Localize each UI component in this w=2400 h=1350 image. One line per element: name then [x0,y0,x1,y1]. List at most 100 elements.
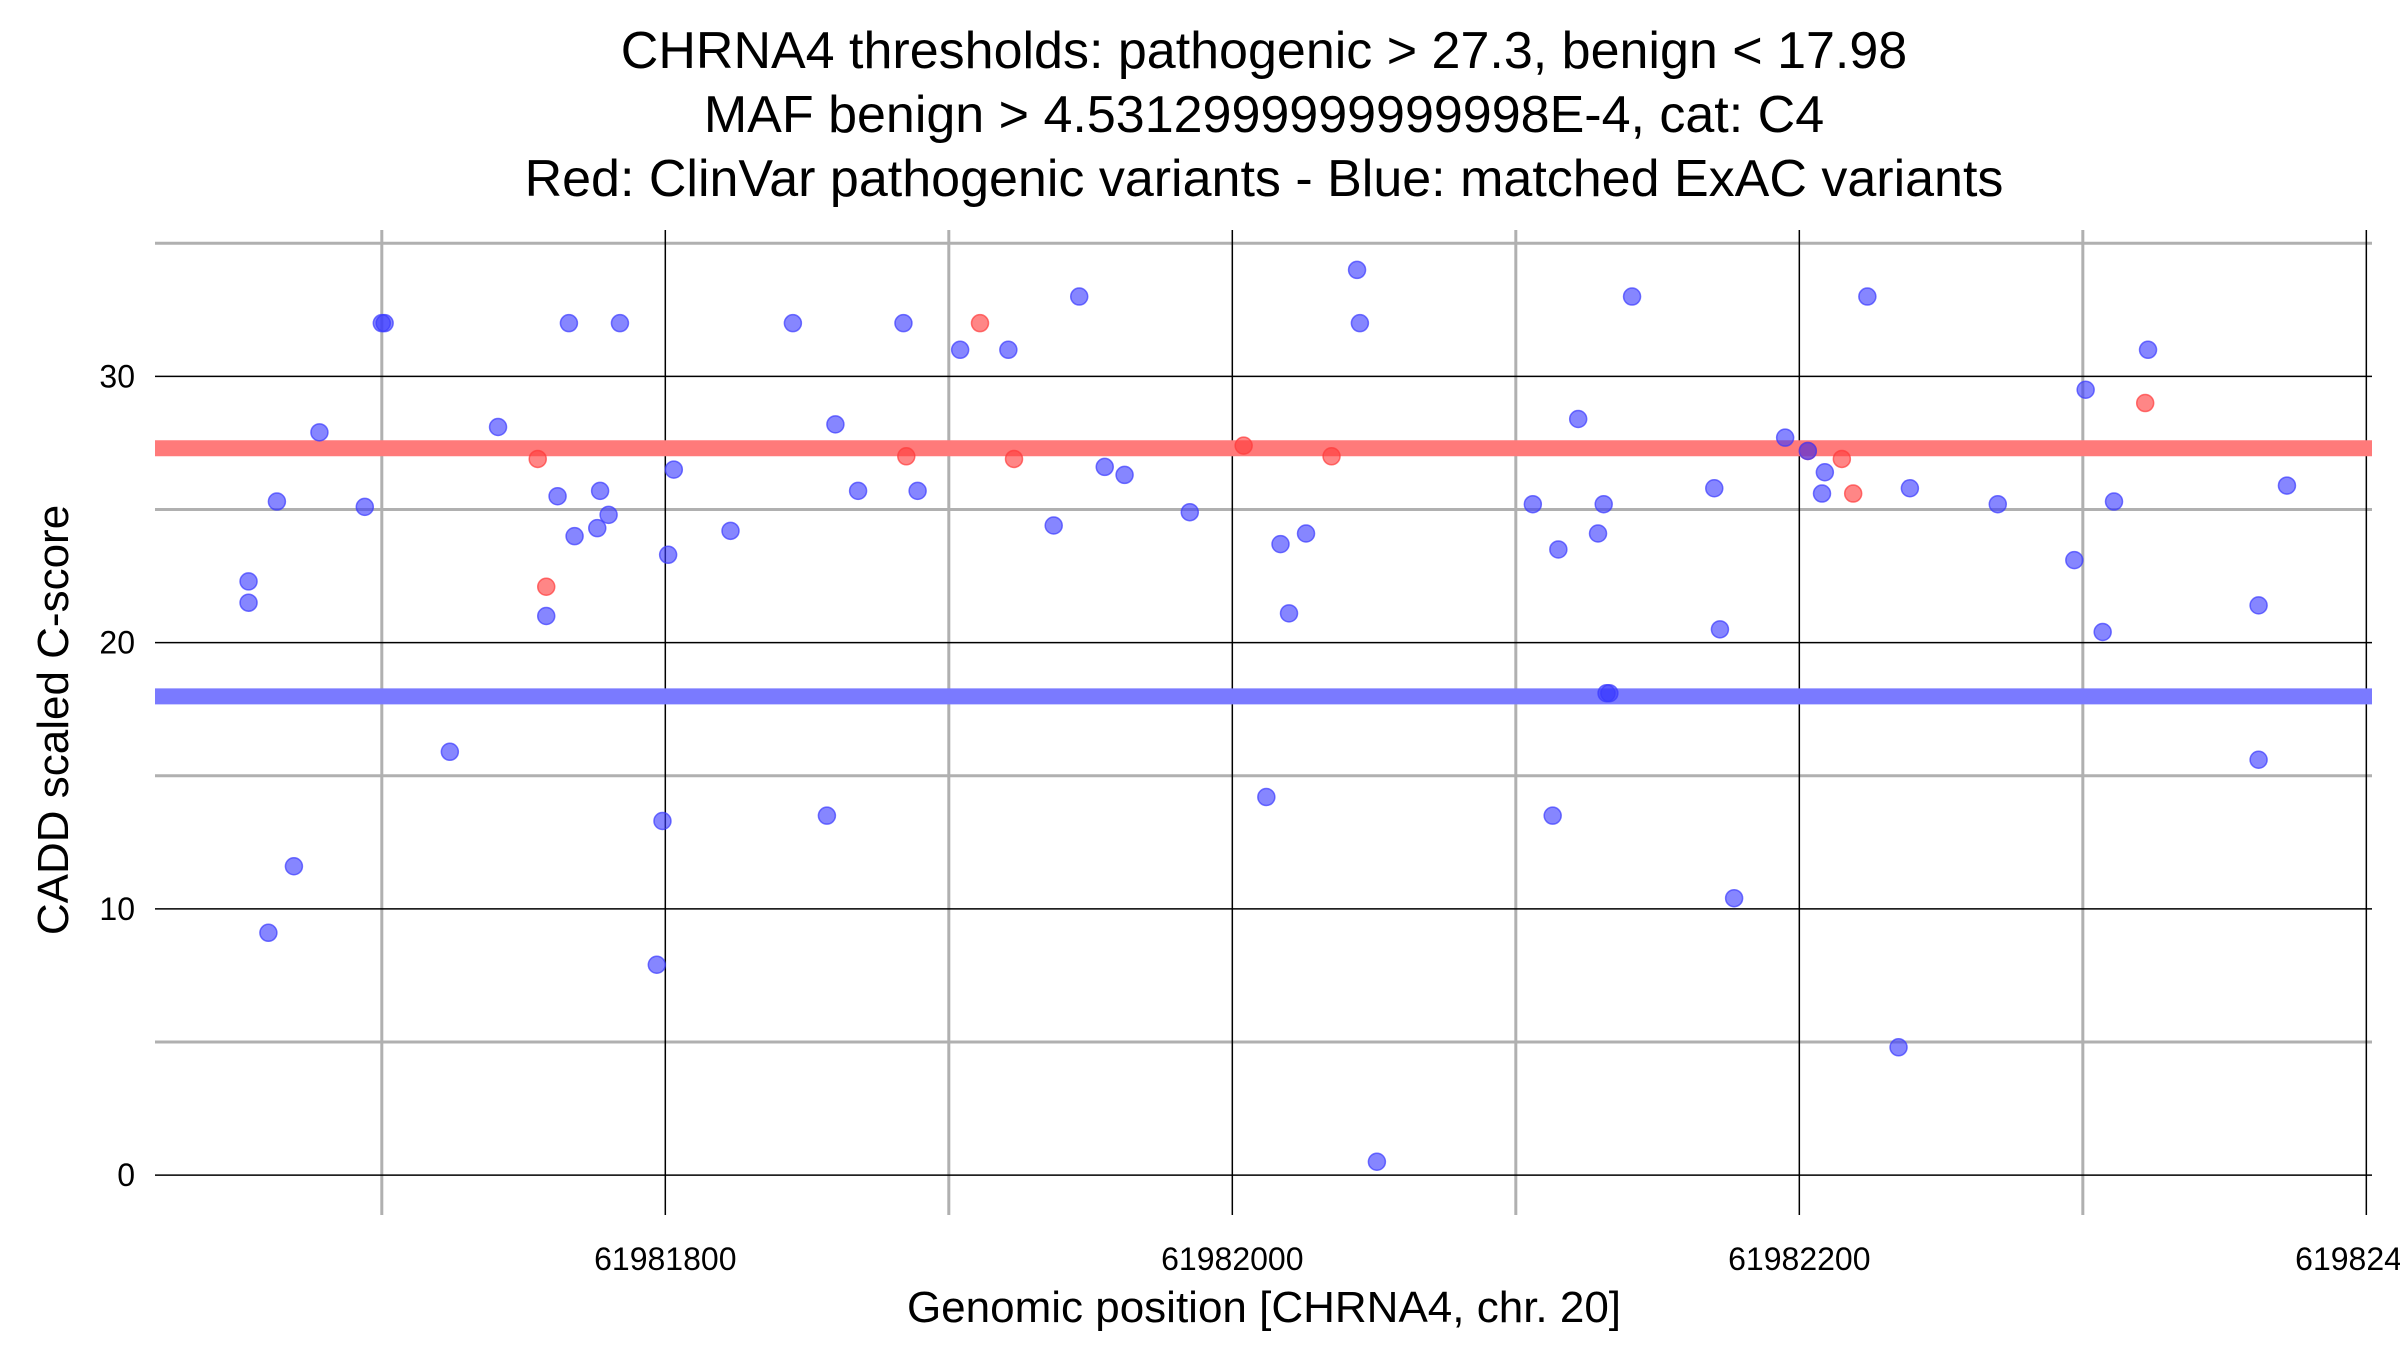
benign-point [1812,484,1832,503]
benign-point [1279,604,1299,623]
pathogenic-point [1322,447,1341,466]
benign-point [548,486,567,506]
benign-point [1775,428,1795,447]
chart-title: CHRNA4 thresholds: pathogenic > 27.3, be… [525,22,2004,208]
pathogenic-point [536,577,556,596]
benign-point [950,340,970,360]
benign-point [1543,806,1562,825]
benign-point [1594,494,1613,514]
benign-point [2249,750,2268,770]
benign-point [1622,287,1642,306]
benign-point [1296,524,1316,543]
x-tick-label: 61982400 [2295,1241,2400,1277]
pathogenic-point [528,449,547,469]
benign-point [1988,494,2008,514]
x-tick-label: 61982000 [1161,1241,1303,1277]
threshold-lines [155,440,2372,705]
benign-point [588,518,607,538]
benign-point [310,423,329,442]
benign-point [1180,502,1200,522]
benign-point [1257,787,1276,807]
pathogenic-point [897,447,916,466]
benign-point [355,497,375,517]
benign-point [848,481,868,501]
benign-point [653,811,672,831]
benign-point [783,313,803,333]
benign-point [894,313,913,333]
benign-point [1600,683,1619,703]
benign-point [1350,313,1370,333]
benign-point [1858,287,1877,306]
benign-point [1710,620,1730,639]
benign-point [590,481,610,501]
benign-point [2093,622,2112,642]
pathogenic-point [1832,449,1852,469]
benign-point [559,313,579,333]
x-tick-label: 61982200 [1728,1241,1870,1277]
benign-point [647,955,667,975]
benign-point [2138,340,2158,360]
benign-point [664,460,684,479]
benign-point [1115,465,1134,485]
benign-point [2277,476,2297,495]
pathogenic-point [970,313,990,333]
benign-point [721,521,740,541]
benign-point [1523,494,1543,514]
benign-point [1044,516,1063,535]
benign-point [267,492,287,511]
benign-point [2249,596,2268,615]
benign-point [610,313,630,333]
benign-point [1588,524,1608,543]
benign-point [536,606,556,626]
benign-point [1568,409,1588,429]
benign-point [1271,534,1290,554]
data-points [239,260,2297,1172]
benign-point [826,415,845,434]
title-line-2: MAF benign > 4.5312999999999998E-4, cat:… [704,86,1824,144]
benign-point [1724,888,1744,908]
benign-point [440,742,460,762]
y-tick-label: 10 [99,891,135,927]
benign-point [239,572,258,591]
y-tick-label: 30 [99,358,135,394]
y-axis-ticks: 0 10 20 30 [99,358,135,1193]
benign-point [1889,1038,1908,1057]
pathogenic-point [2135,393,2155,413]
benign-point [1798,441,1818,461]
pathogenic-point [1843,484,1863,503]
y-axis-title: CADD scaled C-score [29,505,78,935]
x-tick-label: 61981800 [594,1241,736,1277]
benign-point [375,313,394,333]
pathogenic-point [1234,436,1253,455]
benign-point [2104,492,2124,511]
title-line-3: Red: ClinVar pathogenic variants - Blue:… [525,150,2004,208]
grid [155,230,2372,1215]
benign-point [599,505,618,525]
benign-point [1095,457,1114,477]
benign-point [1347,260,1367,280]
pathogenic-point [1004,449,1024,469]
benign-point [259,923,278,943]
benign-point [908,481,927,501]
benign-point [658,545,678,565]
benign-point [565,526,584,546]
benign-point [1549,540,1568,559]
benign-point [999,340,1018,360]
y-tick-label: 0 [117,1157,135,1193]
benign-point [1815,463,1835,482]
benign-point [2076,380,2095,399]
x-axis-title: Genomic position [CHRNA4, chr. 20] [907,1283,1621,1332]
y-tick-label: 20 [99,625,135,661]
benign-point [239,593,258,612]
benign-point [1705,478,1724,498]
title-line-1: CHRNA4 thresholds: pathogenic > 27.3, be… [621,22,1907,80]
benign-point [1367,1152,1387,1172]
benign-point [488,417,508,437]
benign-point [1069,287,1089,306]
benign-point [1900,478,1920,498]
benign-point [817,806,837,825]
x-axis-ticks: 61981800 61982000 61982200 61982400 [594,1241,2400,1277]
benign-point [2065,550,2084,570]
benign-point [284,857,304,876]
